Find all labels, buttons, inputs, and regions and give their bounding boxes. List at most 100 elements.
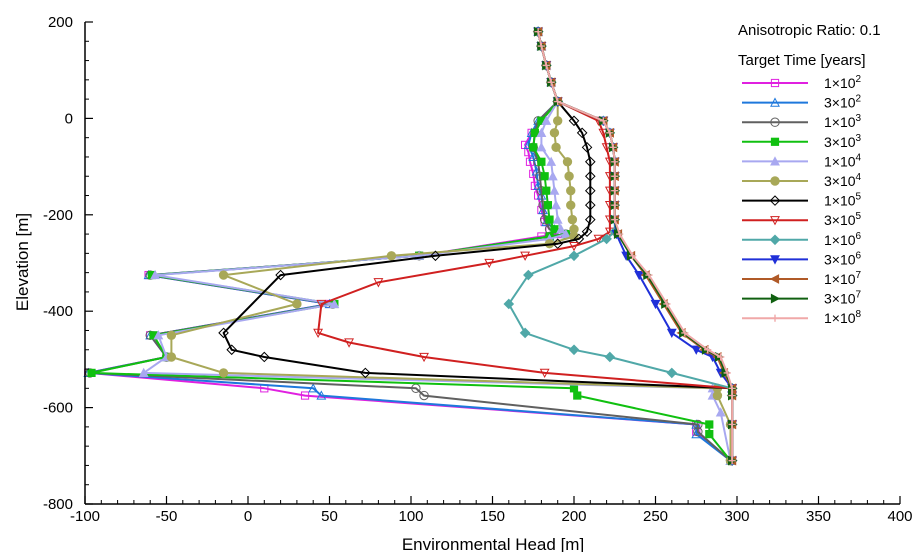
legend-label: 3×102 bbox=[824, 94, 862, 111]
data-point bbox=[87, 368, 96, 377]
data-point bbox=[530, 128, 539, 137]
data-point bbox=[546, 156, 557, 166]
data-point bbox=[520, 251, 531, 261]
data-point bbox=[573, 233, 585, 245]
data-point bbox=[536, 142, 547, 152]
data-point bbox=[568, 250, 580, 262]
data-point bbox=[566, 200, 576, 210]
data-point bbox=[430, 250, 441, 262]
data-point bbox=[329, 298, 340, 309]
data-point bbox=[606, 129, 614, 137]
data-point bbox=[629, 252, 637, 260]
y-tick-label: -400 bbox=[43, 303, 73, 320]
legend-marker bbox=[770, 78, 780, 88]
legend: 1×102 3×102 1×103 3×103 1×104 3×104 1×105 3×105… bbox=[742, 74, 862, 326]
legend-marker bbox=[770, 156, 780, 166]
data-point bbox=[528, 151, 539, 162]
legend-label: 3×105 bbox=[824, 211, 862, 228]
data-point bbox=[153, 330, 164, 340]
y-tick-label: -800 bbox=[43, 496, 73, 513]
data-point bbox=[611, 201, 619, 209]
data-point bbox=[551, 142, 561, 153]
data-point bbox=[604, 351, 616, 363]
data-point bbox=[419, 390, 429, 401]
legend-label: 1×106 bbox=[824, 231, 862, 248]
data-point bbox=[691, 345, 702, 355]
data-point bbox=[611, 187, 619, 195]
data-point bbox=[599, 117, 607, 125]
data-point bbox=[723, 369, 731, 377]
data-point bbox=[611, 172, 619, 180]
data-point bbox=[568, 115, 580, 127]
y-tick-label: -200 bbox=[43, 207, 73, 224]
data-point bbox=[292, 299, 302, 309]
data-point bbox=[218, 270, 229, 280]
data-point bbox=[554, 97, 562, 106]
data-point bbox=[569, 242, 579, 252]
data-point bbox=[576, 127, 588, 139]
data-point bbox=[529, 143, 538, 152]
legend-item: 1×102 bbox=[742, 74, 862, 91]
data-point bbox=[534, 28, 542, 36]
data-point bbox=[581, 226, 593, 237]
data-point bbox=[553, 116, 563, 126]
series-5 bbox=[138, 26, 736, 465]
data-point bbox=[704, 346, 712, 354]
y-tick-label: -600 bbox=[43, 400, 73, 417]
data-point bbox=[218, 368, 229, 378]
data-point bbox=[705, 430, 714, 439]
legend-item: 3×103 bbox=[742, 133, 862, 150]
x-tick-label: -50 bbox=[156, 508, 178, 525]
series-11 bbox=[532, 26, 737, 466]
series-line bbox=[537, 31, 734, 461]
series-3 bbox=[85, 26, 736, 466]
data-point bbox=[560, 228, 571, 239]
x-tick-label: 100 bbox=[398, 508, 423, 525]
data-point bbox=[611, 216, 619, 224]
series-4 bbox=[87, 27, 735, 465]
data-point bbox=[712, 390, 723, 401]
legend-label: 1×105 bbox=[824, 192, 862, 209]
data-point bbox=[218, 327, 229, 339]
legend-item: 3×102 bbox=[742, 94, 862, 111]
data-point bbox=[663, 300, 671, 308]
data-point bbox=[566, 186, 576, 196]
data-point bbox=[300, 391, 310, 400]
series-line bbox=[90, 31, 732, 462]
data-point bbox=[593, 234, 604, 245]
x-tick-label: 250 bbox=[643, 508, 668, 525]
series-12 bbox=[534, 26, 738, 466]
series-line bbox=[88, 31, 732, 462]
data-point bbox=[540, 172, 549, 181]
data-point bbox=[316, 299, 327, 310]
data-point bbox=[226, 344, 238, 356]
legend-marker bbox=[770, 255, 780, 265]
data-point bbox=[308, 383, 319, 393]
data-point bbox=[166, 352, 177, 362]
data-point bbox=[542, 186, 551, 195]
data-point bbox=[360, 367, 371, 379]
data-point bbox=[386, 251, 397, 261]
data-point bbox=[650, 299, 661, 310]
series-13 bbox=[534, 28, 736, 465]
series-line bbox=[170, 31, 732, 461]
legend-item: 1×103 bbox=[742, 113, 862, 130]
series-line bbox=[537, 31, 734, 461]
legend-marker bbox=[769, 274, 780, 284]
data-point bbox=[705, 420, 714, 429]
data-point bbox=[539, 368, 550, 379]
y-tick-label: 200 bbox=[48, 14, 73, 31]
legend-marker bbox=[771, 314, 779, 322]
data-point bbox=[715, 407, 726, 417]
legend-label: 1×103 bbox=[824, 113, 862, 130]
data-point bbox=[717, 353, 725, 361]
legend-item: 3×106 bbox=[742, 250, 862, 267]
data-point bbox=[275, 269, 286, 281]
legend-marker bbox=[769, 195, 781, 206]
data-point bbox=[616, 230, 624, 238]
data-point bbox=[503, 298, 515, 310]
x-tick-label: 50 bbox=[321, 508, 338, 525]
data-point bbox=[536, 127, 547, 137]
data-point bbox=[373, 278, 384, 288]
data-point bbox=[313, 328, 324, 339]
